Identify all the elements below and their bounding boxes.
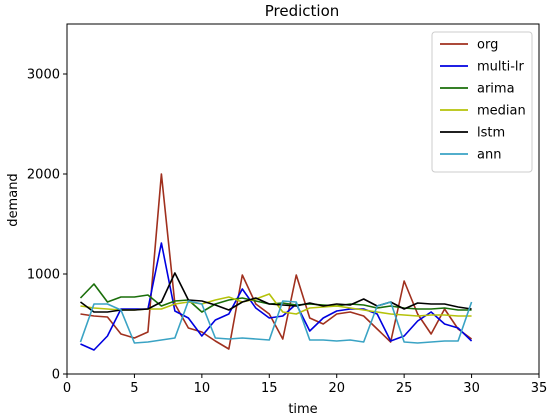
x-axis-label: time	[288, 402, 317, 417]
legend-box	[431, 31, 533, 173]
legend: org multi-lr arima median lstm ann	[431, 31, 533, 173]
x-tick-label: 35	[531, 381, 548, 396]
y-tick-label: 2000	[27, 168, 60, 183]
legend-label-arima: arima	[477, 82, 515, 97]
y-axis: 0 1000 2000 3000	[27, 68, 67, 383]
x-tick-label: 5	[130, 381, 138, 396]
x-tick-label: 20	[328, 381, 345, 396]
y-tick-label: 3000	[27, 68, 60, 83]
legend-label-multi-lr: multi-lr	[477, 60, 525, 75]
series-lines	[79, 173, 473, 351]
legend-label-lstm: lstm	[477, 126, 505, 141]
legend-label-ann: ann	[477, 148, 501, 163]
x-tick-label: 10	[194, 381, 211, 396]
legend-label-median: median	[477, 104, 526, 119]
y-tick-label: 0	[52, 368, 60, 383]
y-axis-label: demand	[6, 173, 21, 226]
series-line-arima	[79, 283, 472, 313]
y-tick-label: 1000	[27, 268, 60, 283]
x-tick-label: 0	[63, 381, 71, 396]
series-line-org	[80, 173, 473, 350]
x-tick-label: 25	[396, 381, 413, 396]
series-line-lstm	[80, 272, 472, 313]
x-tick-label: 30	[463, 381, 480, 396]
x-axis: 0 5 10 15 20 25 30 35	[63, 374, 547, 396]
legend-label-org: org	[477, 38, 498, 53]
plot-frame	[66, 23, 540, 375]
chart-title: Prediction	[265, 2, 340, 20]
x-tick-label: 15	[261, 381, 278, 396]
series-line-ann	[79, 300, 473, 344]
